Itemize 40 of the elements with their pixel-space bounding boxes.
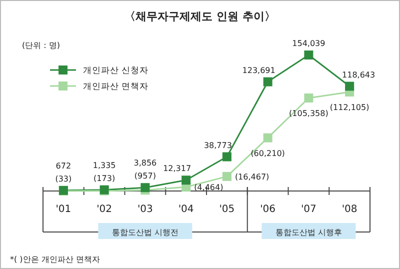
data-label: 38,773 xyxy=(204,140,232,150)
point xyxy=(140,183,150,192)
data-label: 12,317 xyxy=(163,164,192,174)
x-tick-label: '05 xyxy=(219,204,235,215)
x-tick-label: '06 xyxy=(260,204,276,215)
data-label: (16,467) xyxy=(234,172,270,182)
point xyxy=(263,77,272,86)
data-label: 154,039 xyxy=(292,39,326,48)
data-label: (60,210) xyxy=(250,148,285,158)
data-label: (33) xyxy=(55,174,72,184)
x-tick-label: '02 xyxy=(96,204,112,215)
data-label: (112,105) xyxy=(330,103,370,112)
data-label: 123,691 xyxy=(242,66,276,75)
point xyxy=(222,152,232,162)
data-label: (4,464) xyxy=(194,183,224,192)
data-label: 3,856 xyxy=(134,158,157,168)
x-tick-label: '07 xyxy=(300,204,316,215)
point xyxy=(263,133,272,142)
text: *( )안은 개인파산 면책자 xyxy=(10,255,100,264)
data-label: 118,643 xyxy=(342,70,376,80)
data-label: (173) xyxy=(94,174,116,183)
data-label: 672 xyxy=(56,161,72,170)
x-tick-label: '04 xyxy=(178,204,194,215)
data-label: (105,358) xyxy=(289,108,328,118)
text: 통합도산법 시행후 xyxy=(275,228,342,237)
legend-label: 개인파산 면책자 xyxy=(83,82,149,92)
point xyxy=(304,50,314,60)
text: (단위 : 명) xyxy=(22,41,60,50)
chart-title: 〈채무자구제제도 인원 추이〉 xyxy=(124,10,276,23)
x-tick-label: '08 xyxy=(342,204,358,215)
point xyxy=(345,82,354,91)
point xyxy=(304,93,314,102)
data-label: 1,335 xyxy=(92,160,116,170)
x-tick-label: '03 xyxy=(137,204,153,215)
x-tick-label: '01 xyxy=(56,204,72,215)
legend-label: 개인파산 신청자 xyxy=(83,66,149,76)
text: 통합도산법 시행전 xyxy=(112,228,178,237)
point xyxy=(182,176,191,185)
point xyxy=(222,172,232,181)
data-label: (957) xyxy=(134,172,156,181)
